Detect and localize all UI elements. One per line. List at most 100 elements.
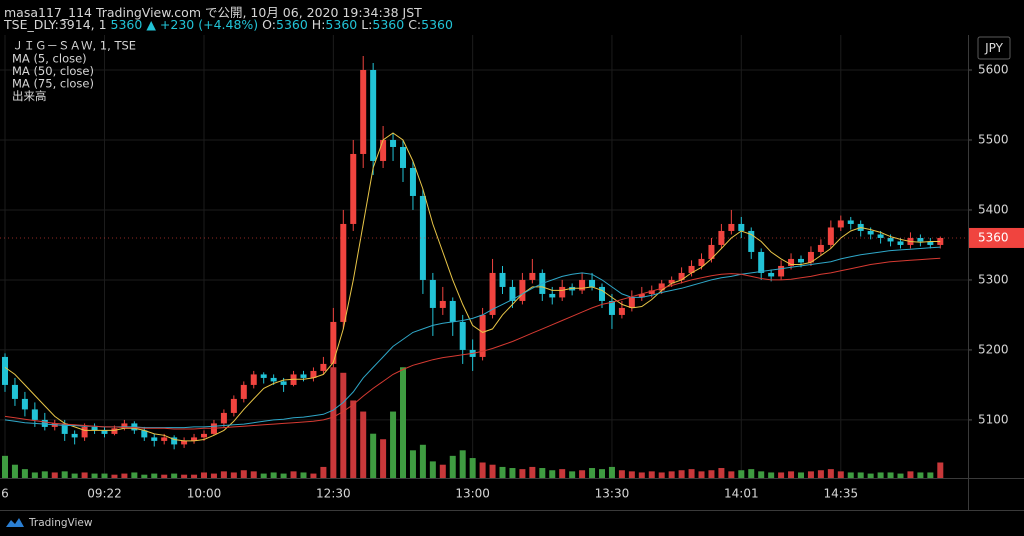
ma-line xyxy=(4,132,941,442)
candle-body xyxy=(21,398,28,410)
volume-bar xyxy=(867,473,874,478)
candle-body xyxy=(788,258,795,266)
volume-bar xyxy=(907,471,914,478)
candle-body xyxy=(340,223,347,322)
candle-body xyxy=(748,230,755,252)
candle-body xyxy=(380,139,387,161)
volume-bar xyxy=(131,472,138,478)
candle-body xyxy=(320,363,327,371)
volume-bar xyxy=(181,474,188,478)
candle-body xyxy=(141,430,148,438)
volume-bar xyxy=(778,472,785,478)
candle-body xyxy=(181,440,188,445)
volume-bar xyxy=(678,470,685,478)
volume-bar xyxy=(280,473,287,478)
candle-body xyxy=(360,69,367,154)
volume-bar xyxy=(569,471,576,478)
brand-logo xyxy=(6,518,24,527)
candle-body xyxy=(91,426,98,431)
volume-bar xyxy=(559,469,566,478)
candle-body xyxy=(728,223,735,231)
candle-body xyxy=(230,398,237,413)
candle-body xyxy=(529,272,536,280)
candle-body xyxy=(778,265,785,277)
candle-body xyxy=(310,370,317,378)
volume-bar xyxy=(201,472,207,478)
candle-body xyxy=(589,279,596,287)
candle-body xyxy=(608,300,615,315)
volume-bar xyxy=(807,471,814,478)
candle-body xyxy=(429,279,436,308)
candle-body xyxy=(81,426,88,438)
candle-body xyxy=(877,234,884,238)
candle-body xyxy=(618,307,625,315)
volume-bar xyxy=(71,473,78,478)
volume-bar xyxy=(798,472,804,478)
ohlc-label: C: xyxy=(408,17,422,32)
candle-body xyxy=(628,297,635,308)
ohlc-label: L: xyxy=(361,17,373,32)
candle-body xyxy=(549,293,556,298)
x-tick-label: 09:22 xyxy=(87,487,122,501)
currency-box[interactable] xyxy=(977,36,1011,60)
volume-bar xyxy=(121,473,128,478)
volume-bar xyxy=(589,468,596,478)
volume-bar xyxy=(857,472,864,478)
volume-bar xyxy=(81,472,88,478)
volume-bar xyxy=(220,471,227,478)
y-tick-label: 5100 xyxy=(978,412,1009,426)
legend-title: ＪＩＧ－ＳＡＷ, 1, TSE xyxy=(12,39,136,53)
header-line1: masa117_114 TradingView.com で公開, 10月 06,… xyxy=(4,5,422,20)
candle-body xyxy=(2,356,8,385)
volume-bar xyxy=(489,464,496,478)
candle-body xyxy=(658,283,665,291)
candle-body xyxy=(768,272,775,277)
legend-entry[interactable]: MA (5, close) xyxy=(12,52,87,66)
volume-bar xyxy=(161,474,168,478)
volume-bar xyxy=(479,462,486,478)
candle-body xyxy=(459,321,466,350)
volume-bar xyxy=(419,444,426,478)
volume-bar xyxy=(449,455,456,478)
candle-body xyxy=(867,230,874,235)
candle-body xyxy=(807,251,814,263)
volume-bar xyxy=(290,471,297,478)
price: 5360 xyxy=(110,17,143,32)
ohlc-value: 5360 xyxy=(421,17,453,32)
candle-body xyxy=(61,423,68,434)
volume-bar xyxy=(668,471,675,478)
volume-bar xyxy=(628,471,635,478)
candle-body xyxy=(897,241,904,245)
volume-bar xyxy=(877,472,884,478)
volume-bar xyxy=(350,400,357,478)
volume-bar xyxy=(927,472,934,478)
legend-entry[interactable]: MA (50, close) xyxy=(12,64,94,78)
volume-bar xyxy=(51,472,58,478)
candle-body xyxy=(201,433,207,438)
candle-body xyxy=(270,377,277,382)
candle-body xyxy=(648,290,655,294)
candle-body xyxy=(927,241,934,245)
legend-entry[interactable]: 出来高 xyxy=(12,89,47,103)
volume-bar xyxy=(310,473,317,478)
legend-entry[interactable]: MA (75, close) xyxy=(12,77,94,91)
volume-bar xyxy=(370,433,377,478)
volume-bar xyxy=(61,471,68,478)
candle-body xyxy=(260,374,267,378)
volume-bar xyxy=(698,471,705,478)
candle-body xyxy=(11,384,18,399)
volume-bar xyxy=(748,469,755,478)
ohlc-label: O: xyxy=(262,17,276,32)
volume-bar xyxy=(429,461,436,478)
volume-bar xyxy=(937,462,944,478)
currency: JPY xyxy=(984,41,1004,55)
volume-bar xyxy=(31,472,38,478)
volume-bar xyxy=(648,471,655,478)
ma-line xyxy=(4,257,941,430)
ohlc-value: 5360 xyxy=(372,17,405,32)
volume-bar xyxy=(817,470,824,478)
last-price-badge xyxy=(969,227,1024,248)
volume-bar xyxy=(579,470,586,478)
